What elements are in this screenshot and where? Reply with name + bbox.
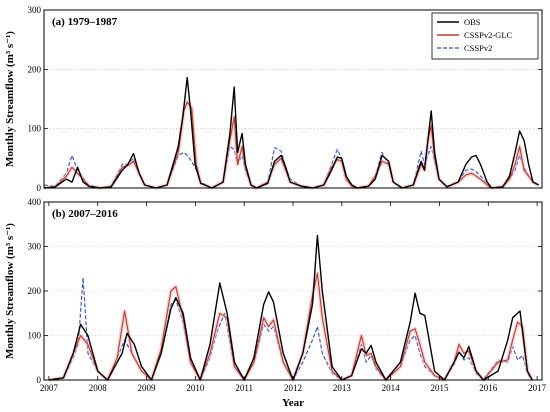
x-tick-label: 2017 [528,383,547,393]
legend-label-glc: CSSPv2-GLC [464,30,513,40]
panel-b-y-ticks: 0 100 200 300 400 [28,197,542,385]
y-tick-label: 300 [28,242,42,252]
panel-a-y-ticks: 0 100 200 300 [28,5,542,193]
x-tick-label: 2014 [382,383,401,393]
panel-a-series [43,76,540,190]
x-tick-label: 2016 [479,383,498,393]
x-tick-label: 2008 [89,383,108,393]
y-tick-label: 0 [37,183,42,193]
y-tick-label: 400 [28,197,42,207]
series-obs-line-panel-a [43,76,539,189]
panel-b-y-axis-title: Monthly Streamflow (m³ s⁻¹) [4,223,16,359]
legend-label-obs: OBS [464,17,481,27]
panel-a-y-axis-title: Monthly Streamflow (m³ s⁻¹) [4,31,16,167]
x-tick-label: 2015 [430,383,449,393]
y-tick-label: 200 [28,286,42,296]
y-tick-label: 100 [28,124,42,134]
panel-b-grid [44,246,542,336]
panel-a-frame [43,9,543,189]
y-tick-label: 300 [28,5,42,15]
panel-b-series [48,234,534,382]
x-tick-label: 2012 [284,383,302,393]
legend: OBS CSSPv2-GLC CSSPv2 [431,12,539,60]
x-axis-title: Year [282,397,304,409]
panel-a-grid [44,69,542,129]
x-tick-label: 2010 [186,383,205,393]
legend-box [431,12,539,60]
y-tick-label: 200 [28,64,42,74]
x-tick-label: 2009 [138,383,157,393]
series-csspv2-glc-band-panel-b [48,271,534,382]
x-tick-label: 2007 [40,383,59,393]
panel-b-x-ticks: 2007 2008 2009 2010 2011 2012 2013 2014 2015 2016… [40,202,547,393]
series-obs-line-panel-b [48,234,533,381]
legend-label-csspv2: CSSPv2 [464,43,492,53]
panel-b-title: (b) 2007–2016 [52,208,118,220]
panel-a-title: (a) 1979–1987 [52,16,118,28]
y-tick-label: 0 [37,375,42,385]
x-tick-label: 2011 [235,383,253,393]
panel-a: 0 100 200 300 (a) 1979–1987 OBS CSSPv2-GLC … [4,5,543,193]
x-tick-label: 2013 [333,383,352,393]
y-tick-label: 100 [28,331,42,341]
